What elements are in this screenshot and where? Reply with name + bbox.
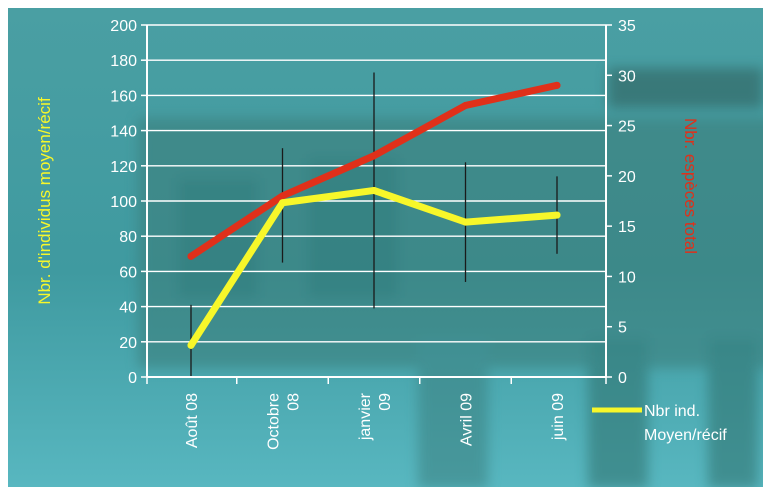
x-tick-label: Avril 09: [459, 393, 476, 446]
left-tick-label: 120: [110, 159, 137, 176]
left-tick-label: 0: [128, 370, 137, 387]
species-point: [187, 252, 195, 260]
species-point: [279, 192, 286, 200]
left-tick-label: 180: [110, 53, 137, 70]
reef-structure: [138, 68, 763, 487]
left-tick-label: 100: [110, 194, 137, 211]
right-tick-label: 15: [618, 219, 636, 236]
svg-text:Avril 09: Avril 09: [459, 393, 476, 446]
left-axis-ticks: 0 20 40 60 80 100 120 140 160 180 200: [110, 18, 147, 387]
individuals-point: [279, 199, 286, 207]
y-axis-left-label: Nbr. d'individus moyen/récif: [35, 97, 54, 305]
left-tick-label: 40: [119, 300, 137, 317]
left-tick-label: 140: [110, 124, 137, 141]
x-tick-label: Octobre 08: [266, 393, 303, 450]
left-tick-label: 20: [119, 335, 137, 352]
right-tick-label: 35: [618, 18, 636, 35]
species-point: [462, 101, 469, 109]
right-tick-label: 5: [618, 320, 627, 337]
individuals-point: [187, 341, 195, 349]
right-tick-label: 0: [618, 370, 627, 387]
x-tick-label: juin 09: [550, 393, 567, 441]
left-tick-label: 80: [119, 229, 137, 246]
right-axis-ticks: 0 5 10 15 20 25 30 35: [606, 18, 636, 387]
individuals-point: [553, 211, 561, 219]
legend: Nbr ind. Moyen/récif: [592, 403, 727, 444]
chart-frame: 0 20 40 60 80 100 120 140 160 180 200 0 5 10 15 20 25 30…: [8, 8, 763, 487]
left-tick-label: 200: [110, 18, 137, 35]
individuals-point: [462, 218, 469, 226]
individuals-point: [370, 186, 378, 194]
x-tick-label: Août 08: [184, 393, 201, 448]
right-tick-label: 20: [618, 169, 636, 186]
series-lines: [187, 81, 561, 349]
y-axis-right-label: Nbr. espèces total: [681, 118, 700, 254]
x-axis-ticks: Août 08 Octobre 08 janvier 09 Avril 09 juin 09: [146, 377, 607, 450]
left-tick-label: 160: [110, 88, 137, 105]
legend-label: Nbr ind. Moyen/récif: [644, 403, 727, 444]
right-tick-label: 10: [618, 269, 636, 286]
species-point: [370, 152, 378, 160]
svg-text:Août 08: Août 08: [184, 393, 201, 448]
right-tick-label: 25: [618, 119, 636, 136]
species-point: [553, 81, 561, 89]
x-tick-label: janvier 09: [357, 392, 394, 441]
left-tick-label: 60: [119, 264, 137, 281]
right-tick-label: 30: [618, 68, 636, 85]
svg-text:juin 09: juin 09: [550, 393, 567, 441]
chart: 0 20 40 60 80 100 120 140 160 180 200 0 5 10 15 20 25 30…: [8, 8, 763, 487]
